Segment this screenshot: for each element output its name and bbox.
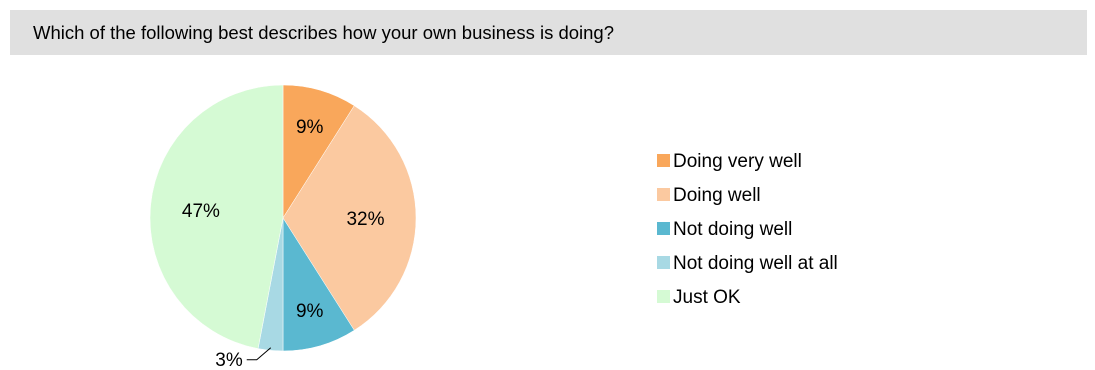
- legend-swatch-just-ok: [657, 290, 670, 303]
- legend-swatch-not-doing-well: [657, 222, 670, 235]
- leader-line-not-doing-well-at-all: [246, 347, 272, 361]
- legend-label-doing-very-well: Doing very well: [673, 151, 802, 172]
- legend-swatch-not-doing-well-at-all: [657, 256, 670, 269]
- legend-swatch-doing-very-well: [657, 154, 670, 167]
- data-label-just-ok: 47%: [182, 201, 220, 222]
- pie-data-labels: 9% 32% 9% 3% 47%: [182, 117, 385, 370]
- pie-slice-doing-well: [282, 105, 417, 331]
- data-label-not-doing-well-at-all: 3%: [215, 350, 243, 370]
- legend-item-not-doing-well-at-all: Not doing well at all: [657, 253, 838, 274]
- legend-item-not-doing-well: Not doing well: [657, 219, 792, 240]
- data-label-doing-very-well: 9%: [296, 117, 324, 138]
- legend-item-just-ok: Just OK: [657, 287, 741, 308]
- legend-label-not-doing-well-at-all: Not doing well at all: [673, 253, 838, 274]
- pie-chart: 9% 32% 9% 3% 47% Doing very well Doing well No…: [0, 60, 1095, 370]
- legend-label-just-ok: Just OK: [673, 287, 741, 308]
- legend-label-not-doing-well: Not doing well: [673, 219, 792, 240]
- legend-item-doing-well: Doing well: [657, 185, 761, 206]
- legend-item-doing-very-well: Doing very well: [657, 151, 802, 172]
- pie-chart-svg: 9% 32% 9% 3% 47% Doing very well Doing well No…: [149, 84, 838, 370]
- pie-slices: [149, 84, 417, 352]
- chart-legend: Doing very well Doing well Not doing well N…: [657, 151, 838, 308]
- data-label-not-doing-well: 9%: [296, 301, 324, 322]
- question-header: Which of the following best describes ho…: [10, 10, 1087, 55]
- legend-label-doing-well: Doing well: [673, 185, 761, 206]
- question-text: Which of the following best describes ho…: [33, 21, 615, 43]
- legend-swatch-doing-well: [657, 188, 670, 201]
- pie-slice-just-ok: [149, 84, 284, 349]
- data-label-doing-well: 32%: [346, 209, 384, 230]
